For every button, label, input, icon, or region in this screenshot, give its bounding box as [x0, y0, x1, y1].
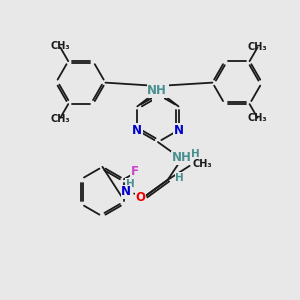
Text: N: N [173, 124, 184, 137]
Text: CH₃: CH₃ [248, 43, 267, 52]
Text: H: H [191, 149, 200, 159]
Text: H: H [175, 173, 184, 183]
Text: O: O [135, 191, 145, 204]
Text: NH: NH [172, 152, 192, 164]
Text: CH₃: CH₃ [50, 41, 70, 51]
Text: N: N [153, 88, 163, 101]
Text: N: N [132, 124, 142, 137]
Text: NH: NH [149, 84, 169, 97]
Text: F: F [131, 165, 139, 178]
Text: NH: NH [147, 84, 167, 97]
Text: N: N [121, 185, 131, 198]
Text: H: H [126, 179, 135, 189]
Text: CH₃: CH₃ [248, 113, 267, 123]
Text: CH₃: CH₃ [50, 114, 70, 124]
Text: CH₃: CH₃ [193, 159, 212, 169]
